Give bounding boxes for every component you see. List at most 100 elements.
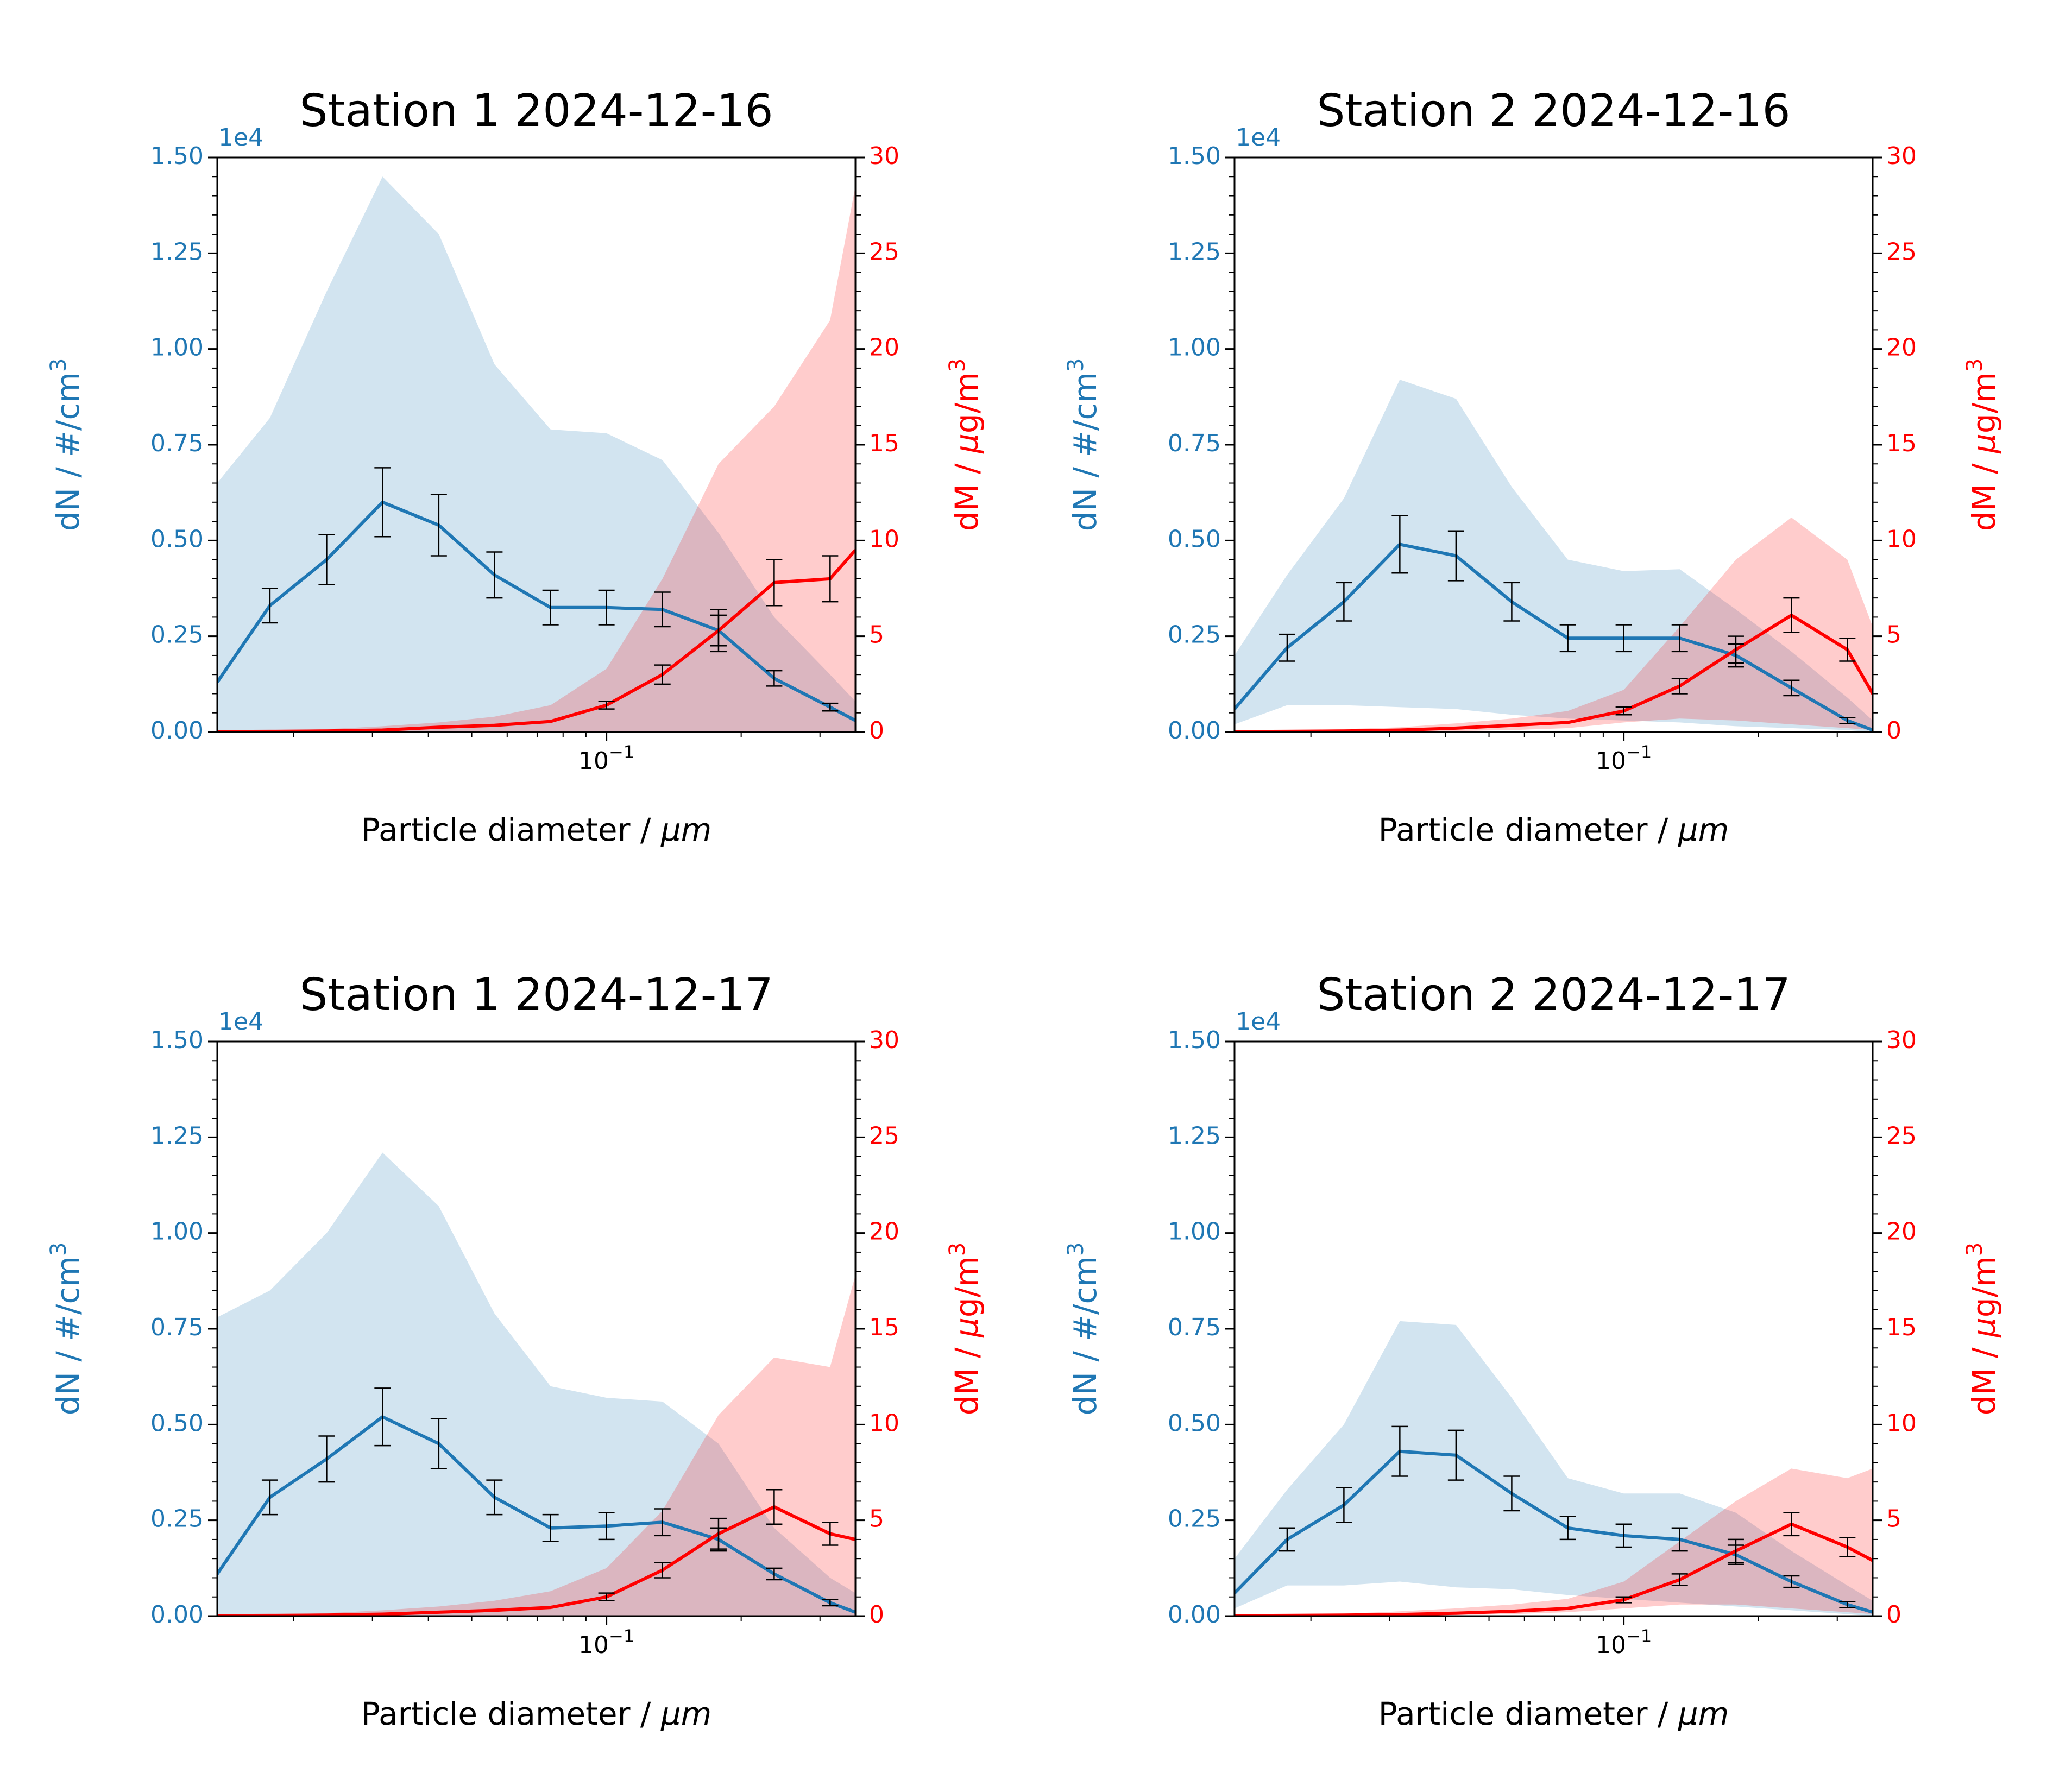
x-axis-label: Particle diameter / μm [1378, 1695, 1729, 1732]
right-axis-label-prefix: dM / [1966, 1337, 2002, 1415]
left-tick-label: 0.50 [1168, 525, 1221, 553]
right-axis-label-prefix: dM / [1966, 453, 2002, 531]
x-tick-base: 10 [578, 747, 609, 775]
number-errorbar [1447, 1429, 1464, 1481]
right-tick-label: 10 [1886, 1409, 1917, 1437]
x-tick-label: 10−1 [1596, 742, 1652, 775]
number-errorbar [1336, 1487, 1352, 1523]
number-errorbar [1671, 624, 1688, 653]
x-axis-label: Particle diameter / μm [361, 1695, 711, 1732]
left-offset-text: 1e4 [218, 124, 263, 152]
left-tick-label: 0.00 [150, 717, 204, 744]
right-axis-label: dM / μg/m3 [945, 1242, 985, 1416]
number-errorbar [1391, 1425, 1408, 1477]
right-tick-label: 30 [1886, 142, 1917, 170]
left-tick-label: 0.50 [150, 525, 204, 553]
x-axis-label-text: Particle diameter / [1378, 1695, 1678, 1732]
number-errorbar [766, 670, 783, 687]
number-errorbar [1839, 716, 1856, 724]
plot-area [217, 176, 855, 732]
left-tick-label: 1.00 [1168, 1218, 1221, 1246]
mass-errorbar [766, 559, 783, 607]
panel-1: 0.00 0.25 0.50 0.75 1.00 1.25 1.50 0 5 10 15 20 25 30… [46, 85, 985, 848]
right-axis-label-prefix: dM / [948, 1337, 985, 1415]
right-tick-label: 20 [1886, 1218, 1917, 1246]
number-band [217, 176, 855, 732]
x-axis-label: Particle diameter / μm [361, 811, 711, 848]
right-axis-label-unit: μ [1966, 433, 2002, 454]
left-axis-label: dN / #/cm3 [46, 358, 86, 532]
x-axis-label-unit: μm [660, 1695, 711, 1732]
left-axis-label-superscript: 3 [46, 1242, 71, 1256]
number-errorbar [1279, 1527, 1295, 1552]
right-tick-label: 15 [1886, 1314, 1917, 1341]
panel-4: 0.00 0.25 0.50 0.75 1.00 1.25 1.50 0 5 10 15 20 25 30… [1063, 969, 2002, 1732]
right-tick-label: 5 [869, 621, 884, 649]
left-axis-label-text: dN / #/cm [1067, 372, 1104, 531]
x-axis-label: Particle diameter / μm [1378, 811, 1729, 848]
right-tick-label: 0 [1886, 717, 1901, 744]
number-band [1235, 1321, 1873, 1616]
right-axis-label-superscript: 3 [945, 358, 970, 372]
left-tick-label: 0.00 [150, 1601, 204, 1629]
left-tick-label: 0.25 [1168, 621, 1221, 649]
mass-errorbar [822, 555, 839, 603]
right-tick-label: 30 [869, 142, 899, 170]
right-tick-label: 5 [1886, 621, 1901, 649]
x-tick-exponent: −1 [609, 1626, 634, 1646]
number-band [217, 1152, 855, 1616]
left-tick-label: 0.75 [1168, 1314, 1221, 1341]
x-axis-label-text: Particle diameter / [361, 1695, 661, 1732]
mass-errorbar [1615, 1596, 1632, 1604]
left-tick-label: 0.00 [1168, 1601, 1221, 1629]
left-axis-label-superscript: 3 [1063, 358, 1088, 372]
panel-3: 0.00 0.25 0.50 0.75 1.00 1.25 1.50 0 5 10 15 20 25 30… [46, 969, 985, 1732]
right-axis-label: dM / μg/m3 [945, 358, 985, 532]
right-tick-label: 20 [869, 334, 899, 362]
left-tick-label: 0.50 [150, 1409, 204, 1437]
mass-errorbar [1615, 706, 1632, 716]
x-tick-label: 10−1 [578, 742, 634, 775]
right-tick-label: 25 [869, 1122, 899, 1150]
left-tick-label: 1.50 [150, 142, 204, 170]
mass-errorbar [1727, 1538, 1744, 1563]
mass-errorbar [654, 664, 671, 685]
left-tick-label: 0.75 [150, 430, 204, 457]
mass-errorbar [710, 609, 727, 653]
mass-errorbar [766, 1488, 783, 1525]
right-axis-label-unit: μ [948, 1317, 985, 1338]
right-axis-label-suffix: g/m [1966, 372, 2002, 433]
mass-errorbar [598, 1592, 615, 1602]
left-axis-label: dN / #/cm3 [1063, 358, 1104, 532]
number-errorbar [374, 1387, 391, 1447]
mass-errorbar [1727, 635, 1744, 664]
x-tick-label: 10−1 [1596, 1626, 1652, 1659]
x-axis-label-unit: μm [1678, 1695, 1729, 1732]
number-errorbar [766, 1567, 783, 1581]
number-errorbar [542, 1513, 559, 1542]
left-offset-text: 1e4 [218, 1008, 263, 1036]
number-errorbar [1279, 633, 1295, 662]
left-tick-label: 1.25 [150, 238, 204, 266]
right-axis-label-unit: μ [948, 433, 985, 454]
number-errorbar [598, 1512, 615, 1541]
number-errorbar [822, 1599, 839, 1607]
panel-title: Station 2 2024-12-17 [1317, 969, 1790, 1021]
left-tick-label: 1.50 [1168, 142, 1221, 170]
mass-band [1235, 1468, 1873, 1616]
left-tick-label: 1.00 [150, 1218, 204, 1246]
number-errorbar [261, 1479, 278, 1516]
panel-title: Station 1 2024-12-17 [299, 969, 773, 1021]
left-tick-label: 0.25 [150, 1505, 204, 1533]
number-errorbar [1391, 515, 1408, 574]
right-axis-label-superscript: 3 [1962, 1242, 1987, 1256]
number-errorbar [654, 591, 671, 628]
number-errorbar [1839, 1600, 1856, 1608]
number-errorbar [654, 1508, 671, 1537]
number-band [1235, 380, 1873, 732]
left-axis-label-text: dN / #/cm [49, 372, 86, 531]
x-tick-exponent: −1 [1626, 1626, 1652, 1646]
x-tick-base: 10 [1596, 747, 1626, 775]
